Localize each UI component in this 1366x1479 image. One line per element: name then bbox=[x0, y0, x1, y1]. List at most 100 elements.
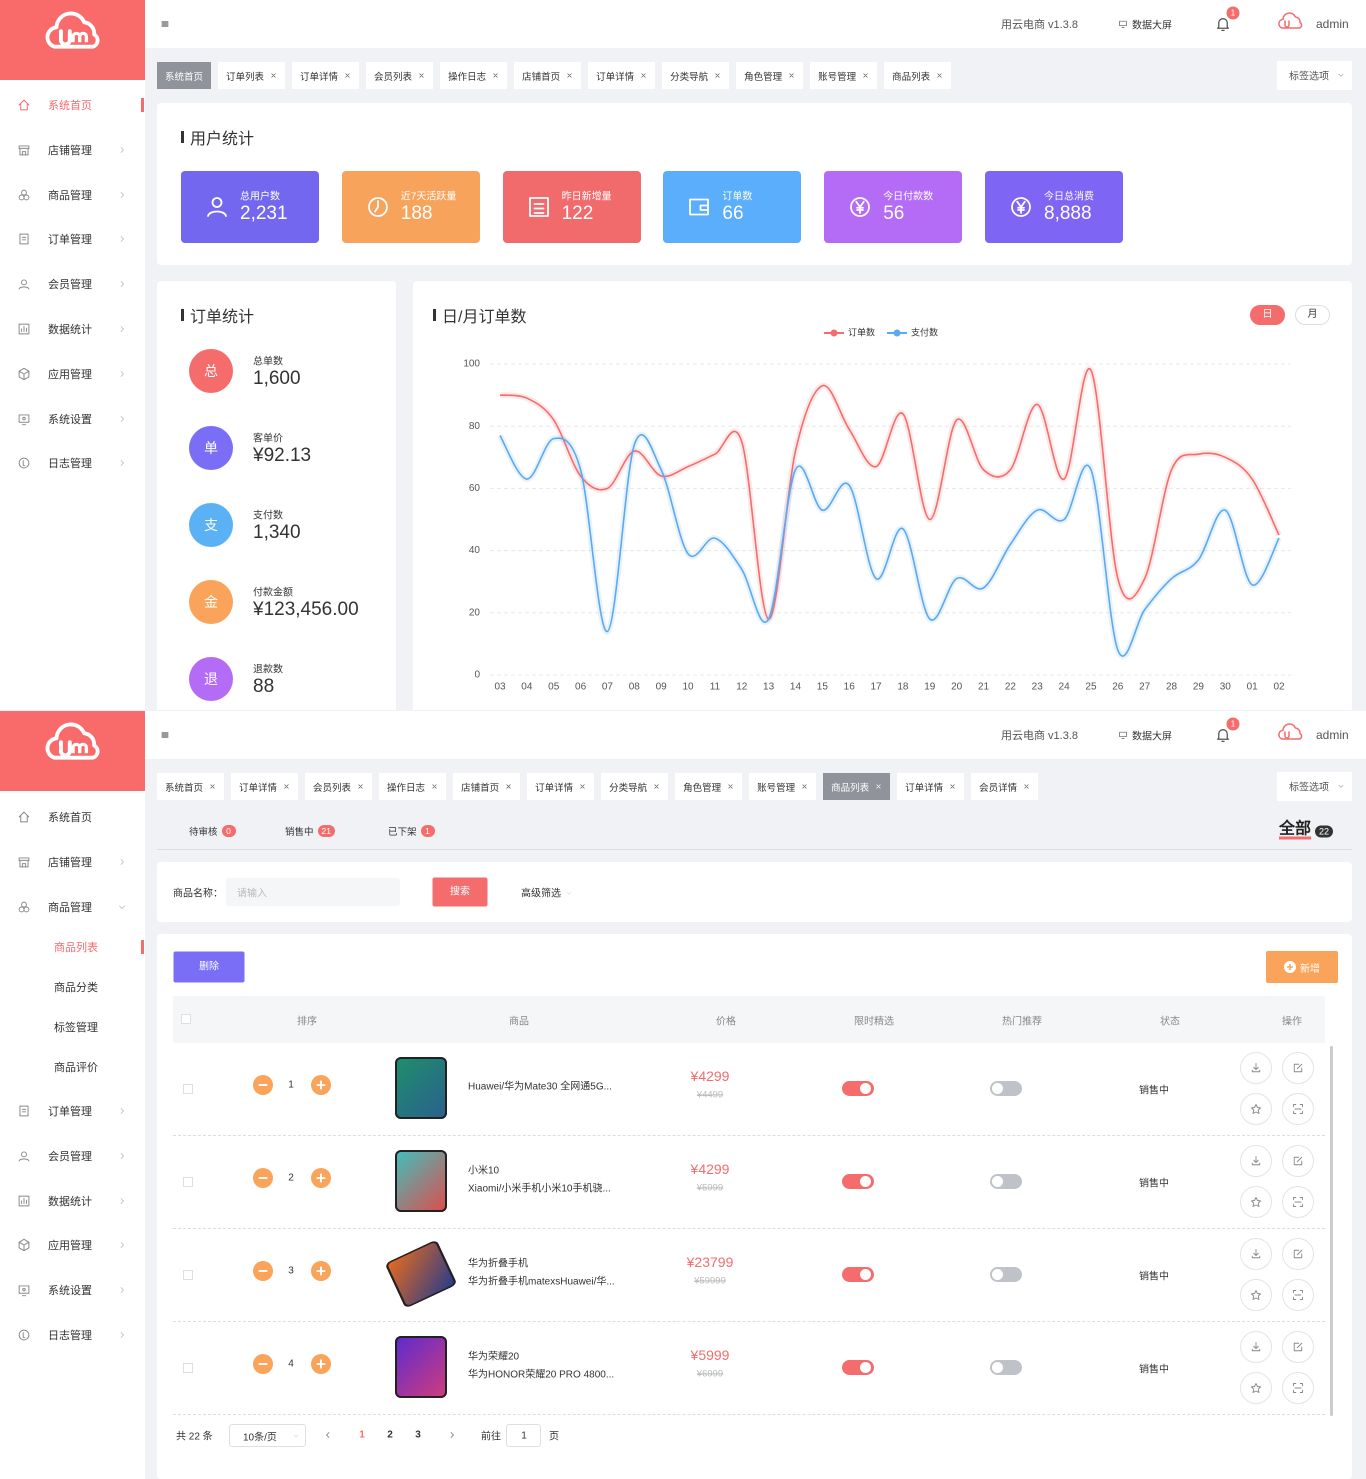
row-checkbox[interactable] bbox=[183, 1084, 193, 1094]
tab[interactable]: 系统首页 bbox=[157, 773, 225, 800]
submenu-item[interactable]: 商品评价 bbox=[0, 1049, 145, 1085]
period-toggle[interactable]: 月 bbox=[1295, 305, 1330, 325]
action-button[interactable] bbox=[1282, 1145, 1314, 1177]
action-button[interactable] bbox=[1282, 1238, 1314, 1270]
action-button[interactable] bbox=[1282, 1093, 1314, 1125]
tab[interactable]: 会员列表 bbox=[366, 62, 434, 89]
tab[interactable]: 操作日志 bbox=[440, 62, 508, 89]
page-number[interactable]: 1 bbox=[359, 1429, 365, 1441]
big-screen-link[interactable]: 数据大屏 bbox=[1132, 20, 1172, 32]
sort-button[interactable] bbox=[253, 1354, 273, 1374]
row-checkbox[interactable] bbox=[183, 1363, 193, 1373]
submenu-item[interactable]: 商品列表 bbox=[0, 929, 145, 965]
tab[interactable]: 商品列表 bbox=[884, 62, 952, 89]
action-button[interactable] bbox=[1282, 1331, 1314, 1363]
search-button[interactable]: 搜索 bbox=[432, 877, 488, 907]
add-button[interactable]: 新增 bbox=[1266, 951, 1338, 983]
sidebar-item[interactable]: 会员管理 bbox=[0, 264, 145, 304]
toggle-switch[interactable] bbox=[842, 1174, 874, 1189]
toggle-switch[interactable] bbox=[842, 1360, 874, 1375]
sidebar-item[interactable]: 日志管理 bbox=[0, 443, 145, 483]
status-tab-all[interactable]: 全部 22 bbox=[1279, 821, 1334, 840]
action-button[interactable] bbox=[1240, 1145, 1272, 1177]
tab[interactable]: 系统首页 bbox=[157, 62, 212, 89]
tab[interactable]: 角色管理 bbox=[736, 62, 804, 89]
tab[interactable]: 订单详情 bbox=[588, 62, 656, 89]
action-button[interactable] bbox=[1282, 1052, 1314, 1084]
action-button[interactable] bbox=[1240, 1186, 1272, 1218]
action-button[interactable] bbox=[1240, 1279, 1272, 1311]
big-screen-link[interactable]: 数据大屏 bbox=[1132, 731, 1172, 743]
tab[interactable]: 订单详情 bbox=[527, 773, 595, 800]
sidebar-item[interactable]: 商品管理 bbox=[0, 175, 145, 215]
goto-input[interactable]: 1 bbox=[506, 1424, 541, 1447]
tab[interactable]: 操作日志 bbox=[379, 773, 447, 800]
tab[interactable]: 角色管理 bbox=[675, 773, 743, 800]
toggle-switch[interactable] bbox=[990, 1267, 1022, 1282]
sidebar-item[interactable]: 订单管理 bbox=[0, 219, 145, 259]
action-button[interactable] bbox=[1240, 1052, 1272, 1084]
delete-button[interactable]: 删除 bbox=[173, 951, 245, 983]
tab[interactable]: 分类导航 bbox=[662, 62, 730, 89]
sort-button[interactable] bbox=[253, 1261, 273, 1281]
tab-options[interactable]: 标签选项 bbox=[1277, 61, 1352, 90]
submenu-item[interactable]: 商品分类 bbox=[0, 969, 145, 1005]
sidebar-item[interactable]: 应用管理 bbox=[0, 1225, 145, 1265]
sort-button[interactable] bbox=[311, 1168, 331, 1188]
sidebar-item[interactable]: 店铺管理 bbox=[0, 130, 145, 170]
sidebar-item[interactable]: 系统首页 bbox=[0, 797, 145, 837]
search-input[interactable]: 请输入 bbox=[226, 878, 400, 906]
tab[interactable]: 账号管理 bbox=[810, 62, 878, 89]
status-tab[interactable]: 待审核 0 bbox=[189, 824, 236, 838]
tab[interactable]: 店铺首页 bbox=[453, 773, 521, 800]
page-number[interactable]: 2 bbox=[387, 1429, 393, 1441]
toggle-switch[interactable] bbox=[990, 1174, 1022, 1189]
sort-button[interactable] bbox=[311, 1261, 331, 1281]
sidebar-item[interactable]: 会员管理 bbox=[0, 1136, 145, 1176]
sidebar-item[interactable]: 系统首页 bbox=[0, 85, 145, 125]
sidebar-item[interactable]: 商品管理 bbox=[0, 887, 145, 927]
sidebar-item[interactable]: 系统设置 bbox=[0, 1270, 145, 1310]
tab[interactable]: 店铺首页 bbox=[514, 62, 582, 89]
tab[interactable]: 订单详情 bbox=[897, 773, 965, 800]
tab[interactable]: 分类导航 bbox=[601, 773, 669, 800]
status-tab[interactable]: 销售中 21 bbox=[285, 824, 335, 838]
tab[interactable]: 会员列表 bbox=[305, 773, 373, 800]
sidebar-item[interactable]: 数据统计 bbox=[0, 309, 145, 349]
action-button[interactable] bbox=[1282, 1279, 1314, 1311]
tab-options[interactable]: 标签选项 bbox=[1277, 772, 1352, 801]
tab[interactable]: 订单列表 bbox=[218, 62, 286, 89]
sidebar-item[interactable]: 数据统计 bbox=[0, 1181, 145, 1221]
toggle-switch[interactable] bbox=[990, 1360, 1022, 1375]
page-number[interactable]: 3 bbox=[415, 1429, 421, 1441]
action-button[interactable] bbox=[1240, 1331, 1272, 1363]
action-button[interactable] bbox=[1282, 1186, 1314, 1218]
tab[interactable]: 订单详情 bbox=[292, 62, 360, 89]
sort-button[interactable] bbox=[253, 1075, 273, 1095]
status-tab[interactable]: 已下架 1 bbox=[388, 824, 435, 838]
sort-button[interactable] bbox=[311, 1075, 331, 1095]
tab[interactable]: 账号管理 bbox=[749, 773, 817, 800]
advanced-filter[interactable]: 高级筛选 bbox=[521, 888, 561, 900]
submenu-item[interactable]: 标签管理 bbox=[0, 1009, 145, 1045]
action-button[interactable] bbox=[1240, 1093, 1272, 1125]
row-checkbox[interactable] bbox=[183, 1177, 193, 1187]
tab[interactable]: 会员详情 bbox=[971, 773, 1039, 800]
sidebar-item[interactable]: 日志管理 bbox=[0, 1315, 145, 1355]
action-button[interactable] bbox=[1240, 1372, 1272, 1404]
period-toggle[interactable]: 日 bbox=[1250, 305, 1285, 325]
sidebar-item[interactable]: 店铺管理 bbox=[0, 842, 145, 882]
row-checkbox[interactable] bbox=[183, 1270, 193, 1280]
sort-button[interactable] bbox=[253, 1168, 273, 1188]
tab[interactable]: 订单详情 bbox=[231, 773, 299, 800]
sidebar-item[interactable]: 应用管理 bbox=[0, 354, 145, 394]
tab[interactable]: 商品列表 bbox=[823, 773, 891, 800]
sidebar-item[interactable]: 系统设置 bbox=[0, 399, 145, 439]
toggle-switch[interactable] bbox=[990, 1081, 1022, 1096]
action-button[interactable] bbox=[1240, 1238, 1272, 1270]
header-checkbox[interactable] bbox=[181, 1014, 191, 1024]
sort-button[interactable] bbox=[311, 1354, 331, 1374]
toggle-switch[interactable] bbox=[842, 1081, 874, 1096]
toggle-switch[interactable] bbox=[842, 1267, 874, 1282]
sidebar-item[interactable]: 订单管理 bbox=[0, 1091, 145, 1131]
